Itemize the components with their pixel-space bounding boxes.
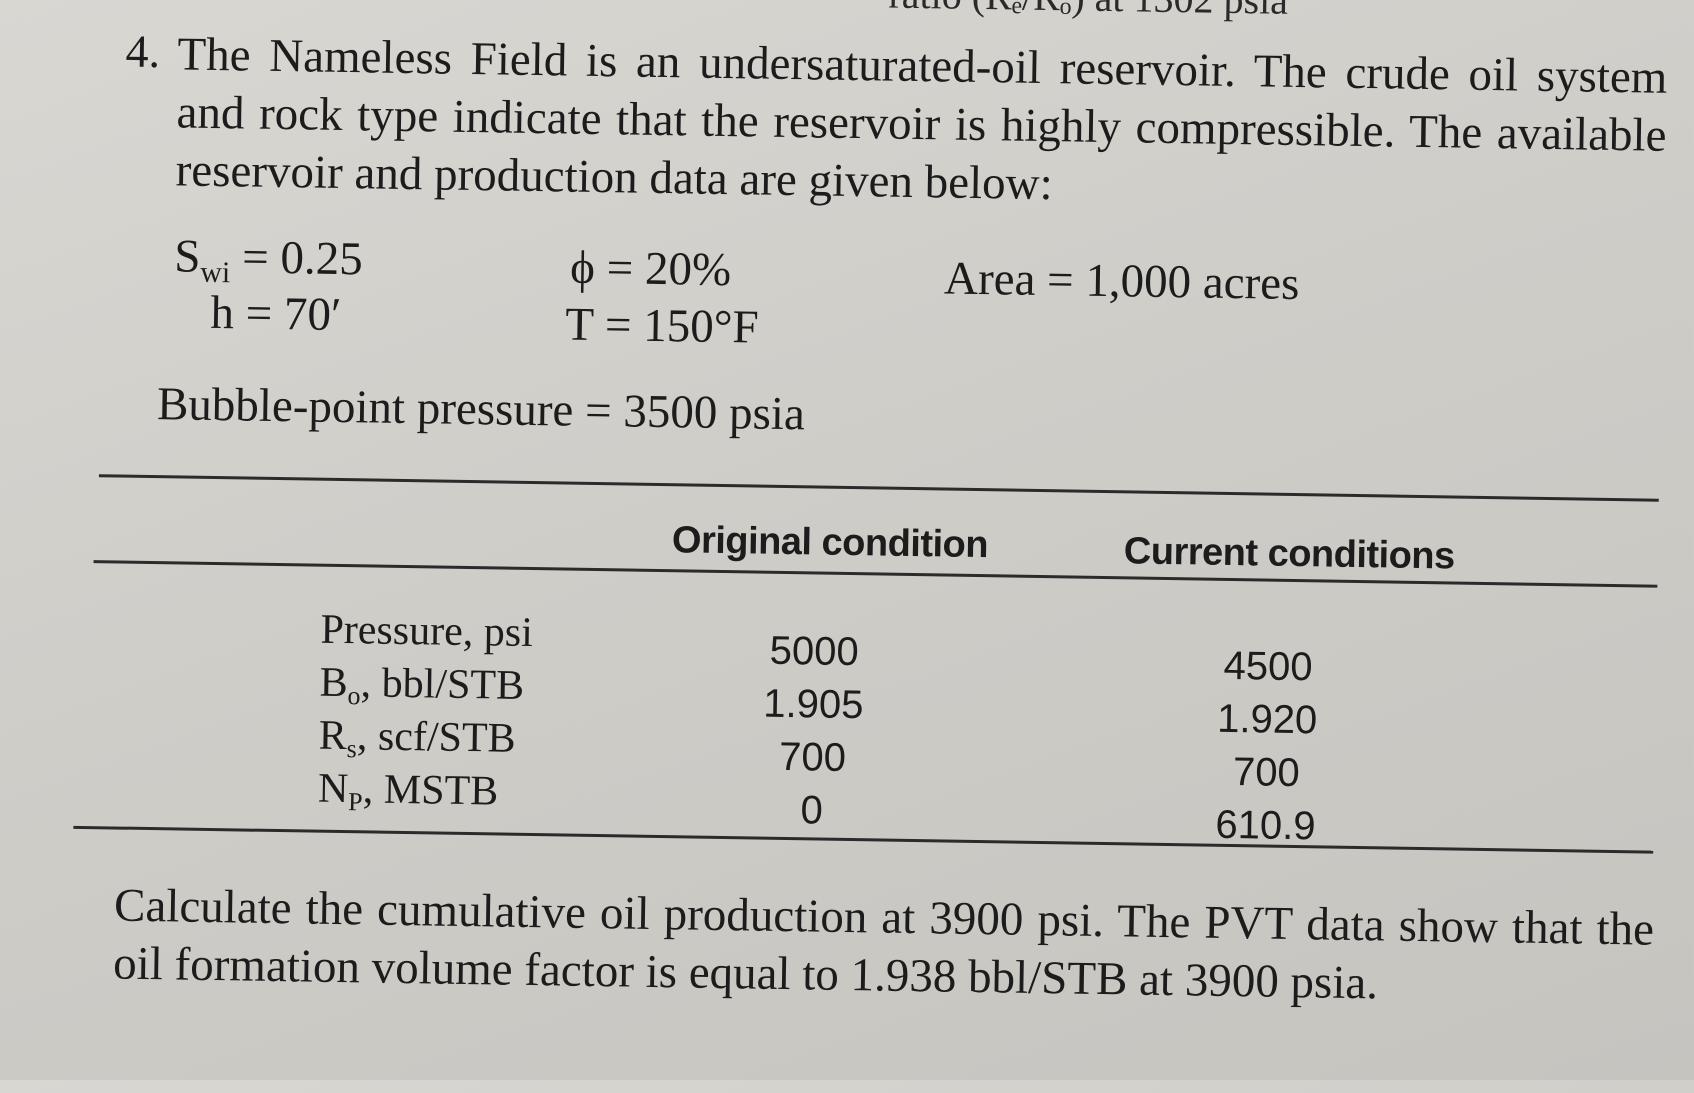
row-label-rs: Rs, scf/STB <box>318 712 517 764</box>
swi-symbol: S <box>173 230 201 283</box>
row-label-bo: Bo, bbl/STB <box>319 659 525 711</box>
given-area: Area = 1,000 acres <box>943 252 1300 311</box>
header-original-condition: Original condition <box>671 519 989 567</box>
header-current-conditions: Current conditions <box>1123 530 1456 578</box>
problem-question: Calculate the cumulative oil production … <box>112 879 1655 1010</box>
row-label-pressure: Pressure, psi <box>320 606 534 657</box>
given-thickness: h = 70′ <box>210 286 342 341</box>
problem-number: 4. <box>125 25 161 78</box>
table-top-rule <box>98 474 1659 502</box>
cell-current-rs: 700 <box>1232 750 1301 796</box>
given-swi: Swi = 0.25 <box>174 229 363 292</box>
given-temperature: T = 150°F <box>564 298 760 354</box>
previous-problem-fragment: ratio (Rₑ/Rₒ) at 1302 psia <box>888 0 1288 24</box>
cell-original-pressure: 5000 <box>769 628 860 675</box>
swi-subscript: wi <box>200 255 231 290</box>
cell-current-bo: 1.920 <box>1216 696 1318 743</box>
cell-original-rs: 700 <box>778 734 847 780</box>
cell-current-pressure: 4500 <box>1223 643 1313 690</box>
problem-intro: The Nameless Field is an undersaturated-… <box>175 28 1668 211</box>
row-label-np: NP, MSTB <box>317 765 499 817</box>
given-porosity: ϕ = 20% <box>569 241 732 297</box>
cell-original-np: 0 <box>800 788 824 833</box>
cell-original-bo: 1.905 <box>763 681 864 728</box>
given-bubble-point: Bubble-point pressure = 3500 psia <box>156 378 806 441</box>
swi-value: = 0.25 <box>241 231 364 286</box>
